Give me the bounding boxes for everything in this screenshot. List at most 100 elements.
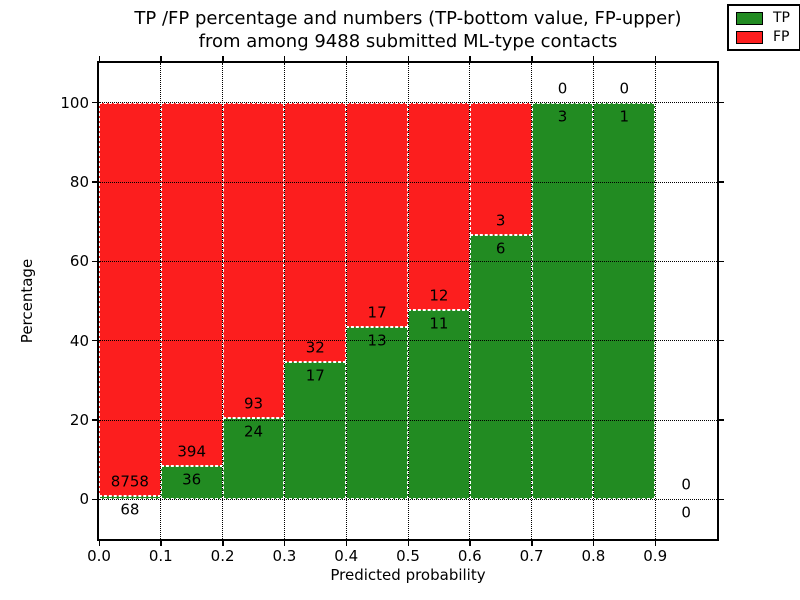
x-tick-label-6: 0.6 [457,547,482,565]
bar-segment-fp-5 [408,102,470,310]
x-tick-bottom-1 [160,541,162,546]
bar-segment-fp-3 [284,102,347,362]
bar-label-fp-3: 32 [305,338,325,357]
bar-segment-fp-0 [99,102,161,497]
bar-label-tp-3: 17 [305,366,325,385]
bar-label-fp-0: 8758 [110,472,149,491]
y-tick-label-1: 20 [69,411,89,429]
bar-segment-tp-5 [408,309,470,500]
x-axis-label: Predicted probability [330,566,486,584]
x-tick-top-7 [531,56,533,61]
y-tick-left-3 [92,260,97,263]
x-tick-label-9: 0.9 [643,547,668,565]
v-gridline-0.8 [592,63,594,539]
v-gridline-0.9 [654,63,656,539]
v-gridline-0.1 [160,63,162,539]
y-tick-label-5: 100 [60,93,89,112]
legend: TP FP [727,4,800,51]
tp-swatch-icon [736,11,763,25]
bar-label-tp-5: 11 [429,314,449,333]
x-tick-bottom-3 [283,541,286,546]
y-tick-label-3: 60 [69,252,89,271]
y-tick-right-5 [719,101,724,104]
bar-label-tp-9: 0 [681,503,691,522]
x-tick-top-8 [592,56,595,61]
x-tick-bottom-4 [345,541,348,546]
x-tick-bottom-8 [592,541,595,546]
chart-title-line2: from among 9488 submitted ML-type contac… [198,31,618,52]
x-tick-bottom-5 [407,541,409,546]
bar-label-tp-6: 6 [495,239,506,258]
bar-segment-tp-8 [593,102,656,500]
x-tick-label-0: 0.0 [87,547,111,565]
v-gridline-0.5 [407,63,409,539]
x-tick-bottom-7 [531,541,533,546]
bar-label-fp-7: 0 [557,79,568,98]
y-tick-right-1 [719,419,724,421]
legend-row-fp: FP [736,30,790,44]
bar-label-tp-7: 3 [557,107,568,126]
bar-label-fp-4: 17 [367,303,387,322]
y-tick-left-5 [92,101,97,104]
x-tick-bottom-2 [222,541,224,546]
y-tick-left-0 [92,498,97,501]
x-tick-label-4: 0.4 [334,547,359,565]
bar-label-tp-8: 1 [619,107,630,126]
x-tick-top-6 [469,56,471,61]
v-gridline-0.7 [531,63,533,539]
y-tick-right-3 [719,260,724,263]
legend-label-fp: FP [773,29,790,45]
x-tick-label-1: 0.1 [148,547,173,565]
legend-row-tp: TP [736,11,790,25]
x-tick-label-3: 0.3 [272,547,297,565]
bar-segment-fp-4 [346,102,408,328]
y-axis-label: Percentage [18,258,36,344]
x-tick-top-0 [98,56,100,61]
x-tick-label-2: 0.2 [210,547,235,565]
x-tick-bottom-9 [654,541,657,546]
x-tick-top-3 [283,56,286,61]
bar-label-tp-0: 68 [120,500,140,519]
y-tick-left-4 [92,181,97,183]
v-gridline-0.6 [469,63,471,539]
v-gridline-0.3 [283,63,285,539]
v-gridline-0.2 [222,63,224,539]
x-tick-label-7: 0.7 [519,547,544,565]
x-tick-top-2 [222,56,224,61]
bar-label-tp-2: 24 [243,422,264,441]
x-tick-top-9 [654,56,657,61]
bar-label-fp-6: 3 [495,211,506,230]
bar-label-fp-8: 0 [619,79,630,98]
x-tick-bottom-0 [98,541,100,546]
y-tick-left-2 [92,339,97,342]
y-tick-right-4 [719,181,724,183]
x-tick-label-5: 0.5 [396,547,420,565]
y-tick-left-1 [92,419,97,421]
y-tick-right-2 [719,339,724,342]
x-tick-top-5 [407,56,409,61]
y-tick-right-0 [719,498,724,501]
bar-segment-tp-4 [346,327,408,500]
bar-label-fp-5: 12 [429,286,449,305]
y-tick-label-0: 0 [79,490,89,509]
plot-area: 8758 68 394 36 93 24 32 17 17 13 12 11 3 6 0 3 0 1 0 0 [97,61,719,541]
bar-label-fp-9: 0 [681,475,691,494]
bar-segment-tp-6 [469,234,532,500]
legend-label-tp: TP [773,10,790,26]
x-tick-top-1 [160,56,162,61]
bar-label-fp-2: 93 [243,394,264,413]
bar-segment-fp-1 [160,102,223,467]
bar-label-tp-4: 13 [367,331,387,350]
bar-label-tp-1: 36 [182,470,202,489]
y-tick-label-4: 80 [69,173,89,191]
x-tick-bottom-6 [469,541,471,546]
x-tick-top-4 [345,56,348,61]
fp-swatch-icon [736,30,763,44]
chart-title-line1: TP /FP percentage and numbers (TP-bottom… [134,8,682,29]
x-tick-label-8: 0.8 [581,547,606,565]
y-tick-label-2: 40 [69,331,89,350]
bar-segment-tp-7 [531,102,594,500]
bar-label-fp-1: 394 [177,442,207,461]
v-gridline-0.4 [345,63,347,539]
